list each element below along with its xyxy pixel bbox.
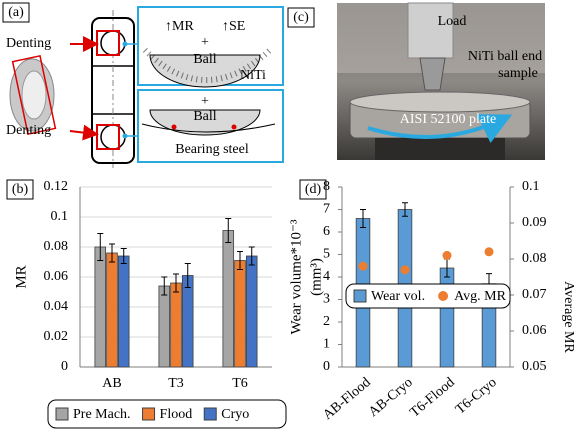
photo-label: NiTi ball end <box>468 49 542 64</box>
panel-label: (b) <box>12 182 29 197</box>
y-tick-label: 7 <box>323 202 330 217</box>
y-axis-label: (mm³) <box>308 258 324 296</box>
bar <box>118 256 129 367</box>
panel-label: (a) <box>8 5 24 20</box>
ball <box>101 31 125 55</box>
y-tick-label: 0.12 <box>44 179 69 194</box>
label: Bearing steel <box>175 142 249 157</box>
y2-axis-label: Average MR <box>561 281 576 353</box>
label: Ball <box>193 52 216 67</box>
y-tick-label: 0.08 <box>44 239 69 254</box>
point <box>443 251 452 260</box>
panel-label: (d) <box>305 182 322 197</box>
contact-dot <box>172 125 177 130</box>
panel-a: (a) Denting Denting ↑MR ↑SE + Ball NiTi … <box>3 3 283 168</box>
y-tick-label: 0.04 <box>44 299 69 314</box>
legend-label: Cryo <box>221 407 249 422</box>
y-axis-label: MR <box>13 265 29 288</box>
bar <box>235 261 246 368</box>
x-tick-label: T6-Cryo <box>453 375 500 417</box>
panel-c: (c) Load NiTi ball end sample AISI 52100… <box>288 3 545 160</box>
bearing-inner <box>22 71 46 119</box>
legend-marker <box>56 408 68 420</box>
bar <box>159 286 170 367</box>
legend-marker <box>204 408 216 420</box>
ball <box>101 125 125 149</box>
x-tick-label: T6-Flood <box>407 375 457 420</box>
legend-label: Pre Mach. <box>73 407 131 422</box>
legend-label: Avg. MR <box>454 289 507 304</box>
y-tick-label: 2 <box>323 314 330 329</box>
connector-dot <box>123 42 128 47</box>
y-tick-label: 0.02 <box>44 329 69 344</box>
y2-tick-label: 0.1 <box>522 179 540 194</box>
point <box>485 247 494 256</box>
label: + <box>201 94 209 109</box>
x-tick-label: T3 <box>168 376 184 391</box>
legend-marker <box>438 291 448 301</box>
point <box>401 265 410 274</box>
y2-tick-label: 0.08 <box>522 251 547 266</box>
figure: (a) Denting Denting ↑MR ↑SE + Ball NiTi … <box>0 0 577 430</box>
y-tick-label: 0.1 <box>51 209 69 224</box>
legend-marker <box>354 290 366 302</box>
contact-dot <box>232 125 237 130</box>
denting-label: Denting <box>6 36 51 51</box>
sample-holder <box>420 58 445 90</box>
y-tick-label: 1 <box>323 337 330 352</box>
label: ↑SE <box>222 19 245 34</box>
legend-label: Wear vol. <box>371 289 425 304</box>
denting-label: Denting <box>6 123 51 138</box>
photo-label: sample <box>498 66 538 81</box>
x-tick-label: AB <box>102 376 121 391</box>
bar <box>95 247 106 367</box>
bar <box>171 283 182 367</box>
y-tick-label: 0.06 <box>44 269 69 284</box>
panel-label: (c) <box>293 10 309 25</box>
label: + <box>201 35 209 50</box>
y2-tick-label: 0.07 <box>522 287 547 302</box>
bar <box>223 231 234 368</box>
point <box>359 262 368 271</box>
y-axis-label: Wear volume*10⁻³ <box>288 219 304 334</box>
plate-top <box>350 92 530 112</box>
y2-tick-label: 0.09 <box>522 215 547 230</box>
y-tick-label: 0 <box>323 359 330 374</box>
base <box>375 138 505 160</box>
y2-tick-label: 0.06 <box>522 323 547 338</box>
label: Ball <box>193 109 216 124</box>
bar <box>440 268 454 367</box>
bar <box>107 253 118 367</box>
load-fixture <box>408 3 453 58</box>
connector-dot <box>123 134 128 139</box>
legend-label: Flood <box>160 407 193 422</box>
y-tick-label: 6 <box>323 224 330 239</box>
label: ↑MR <box>165 19 194 34</box>
legend-marker <box>143 408 155 420</box>
photo-label: AISI 52100 plate <box>400 112 496 127</box>
y-tick-label: 8 <box>323 179 330 194</box>
label: NiTi <box>240 68 266 83</box>
bar <box>182 276 193 368</box>
y2-tick-label: 0.05 <box>522 359 547 374</box>
bar <box>246 256 257 367</box>
y-tick-label: 0 <box>61 359 68 374</box>
photo-label: Load <box>438 14 467 29</box>
x-tick-label: AB-Flood <box>320 375 373 423</box>
x-tick-label: T6 <box>232 376 248 391</box>
x-tick-label: AB-Cryo <box>366 375 416 420</box>
